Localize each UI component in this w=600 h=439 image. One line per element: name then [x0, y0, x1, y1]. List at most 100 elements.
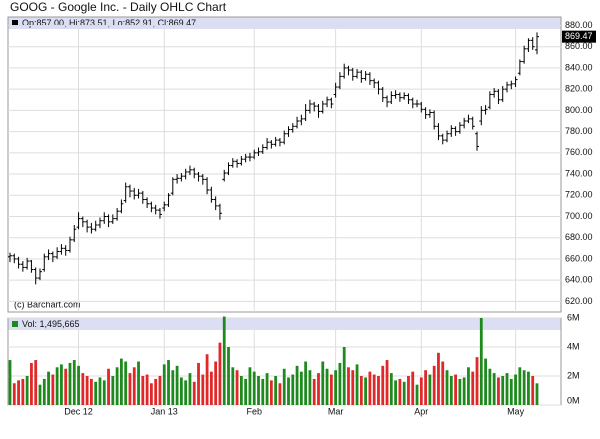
header-icon: [12, 321, 18, 327]
volume-bar: [514, 374, 517, 405]
volume-bar: [441, 361, 445, 405]
volume-bar: [458, 378, 462, 405]
volume-bar: [141, 376, 145, 405]
volume-bar: [368, 371, 372, 405]
volume-bar: [68, 362, 72, 405]
chart-title: GOOG - Google Inc. - Daily OHLC Chart: [10, 0, 227, 14]
y-tick-label: 0M: [567, 395, 580, 405]
volume-bar: [377, 376, 380, 405]
volume-bar: [72, 360, 76, 405]
x-tick-label: Dec 12: [64, 406, 93, 416]
y-tick-label: 620.00: [565, 296, 593, 306]
volume-bar: [235, 370, 239, 405]
volume-bar: [338, 362, 342, 405]
volume-bar: [81, 373, 85, 405]
y-tick-label: 800.00: [565, 105, 593, 115]
volume-bar: [175, 365, 179, 405]
volume-bar: [389, 373, 393, 405]
y-tick-label: 720.00: [565, 190, 593, 200]
volume-bar: [321, 361, 325, 405]
x-tick-label: Mar: [328, 406, 344, 416]
volume-bar: [47, 371, 50, 405]
volume-bar: [184, 380, 188, 405]
volume-bar: [479, 318, 483, 405]
volume-bar: [149, 383, 153, 405]
volume-bar: [188, 373, 192, 405]
volume-bar: [509, 378, 513, 405]
volume-bar: [12, 383, 16, 405]
volume-bar: [347, 367, 350, 405]
volume-bar: [278, 383, 282, 405]
price-frame: [7, 16, 562, 313]
volume-bar: [394, 380, 398, 405]
volume-bar: [124, 361, 128, 405]
volume-bar: [415, 384, 419, 405]
volume-bar: [145, 374, 149, 405]
volume-header: Vol: 1,495,665: [22, 319, 80, 329]
volume-bar: [385, 360, 389, 405]
y-tick-label: 2M: [567, 370, 580, 380]
volume-bar: [518, 367, 522, 405]
volume-bar: [492, 373, 496, 405]
volume-bar: [317, 373, 320, 405]
volume-bar: [355, 364, 359, 405]
volume-bar: [179, 377, 183, 405]
credit: (c) Barchart.com: [14, 299, 81, 309]
y-tick-label: 4M: [567, 341, 580, 351]
volume-bar: [351, 370, 355, 405]
volume-bar: [522, 370, 526, 405]
volume-bar: [85, 376, 89, 405]
volume-bar: [505, 373, 509, 405]
volume-bar: [51, 374, 55, 405]
volume-bar: [445, 370, 449, 405]
y-tick-label: 700.00: [565, 211, 593, 221]
volume-bar: [38, 384, 42, 405]
volume-bar: [304, 361, 308, 405]
header-icon: [12, 20, 18, 26]
volume-bar: [239, 376, 243, 405]
volume-bar: [30, 362, 33, 405]
volume-bar: [34, 360, 38, 405]
volume-bar: [381, 365, 385, 405]
volume-bar: [419, 377, 423, 405]
volume-bar: [402, 381, 406, 405]
volume-bar: [299, 371, 303, 405]
volume-bar: [407, 376, 410, 405]
volume-bar: [137, 361, 140, 405]
volume-bar: [471, 371, 475, 405]
volume-bar: [372, 374, 376, 405]
y-tick-label: 840.00: [565, 62, 593, 72]
volume-bar: [77, 365, 80, 405]
volume-bar: [424, 370, 428, 405]
volume-bar: [475, 357, 479, 405]
volume-bar: [531, 376, 535, 405]
volume-bar: [535, 383, 539, 405]
y-tick-label: 880.00: [565, 20, 593, 30]
volume-bar: [201, 374, 205, 405]
header-strip: [8, 318, 561, 330]
volume-bar: [454, 374, 457, 405]
volume-bar: [501, 376, 505, 405]
y-tick-label: 6M: [567, 312, 580, 322]
volume-bar: [488, 368, 492, 405]
volume-bar: [432, 365, 436, 405]
y-tick-label: 860.00: [565, 41, 593, 51]
volume-bar: [364, 377, 368, 405]
volume-bar: [265, 373, 269, 405]
volume-bar: [205, 354, 209, 405]
volume-bar: [257, 376, 260, 405]
y-tick-label: 660.00: [565, 253, 593, 263]
volume-bar: [527, 371, 530, 405]
volume-bar: [154, 378, 158, 405]
y-tick-label: 820.00: [565, 84, 593, 94]
ohlc-header: Op:857.00, Hi:873.51, Lo:852.91, Cl:869.…: [22, 18, 196, 28]
x-tick-label: May: [507, 406, 525, 416]
volume-bar: [102, 380, 106, 405]
volume-bar: [449, 376, 453, 405]
volume-bar: [282, 368, 286, 405]
volume-bar: [192, 381, 196, 405]
volume-bar: [467, 367, 470, 405]
volume-bar: [342, 347, 346, 405]
